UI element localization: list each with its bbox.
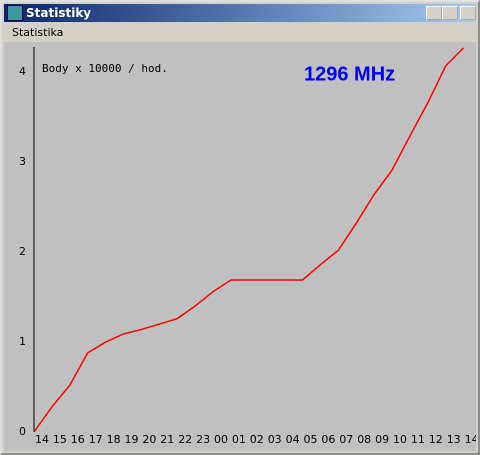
maximize-button[interactable] [442, 6, 458, 20]
y-tick-label: 0 [19, 425, 26, 438]
x-tick-label: 04 [286, 433, 300, 446]
annotation: Body x 10000 / hod. [42, 62, 168, 75]
y-tick-label: 3 [19, 155, 26, 168]
menu-bar: Statistika [4, 23, 476, 41]
x-tick-label: 07 [339, 433, 353, 446]
x-tick-label: 08 [357, 433, 371, 446]
plot-background [4, 42, 476, 451]
y-tick-label: 1 [19, 335, 26, 348]
x-tick-label: 19 [125, 433, 139, 446]
x-tick-label: 20 [142, 433, 156, 446]
x-tick-label: 15 [53, 433, 67, 446]
close-button[interactable] [460, 6, 476, 20]
y-tick-label: 4 [19, 65, 26, 78]
x-tick-label: 06 [321, 433, 335, 446]
x-tick-label: 03 [268, 433, 282, 446]
x-tick-label: 14 [35, 433, 49, 446]
x-tick-label: 05 [304, 433, 318, 446]
line [33, 47, 465, 433]
x-tick-label: 09 [375, 433, 389, 446]
app-icon [7, 5, 23, 21]
minimize-button[interactable] [426, 6, 442, 20]
x-tick-label: 00 [214, 433, 228, 446]
x-tick-label: 10 [393, 433, 407, 446]
x-tick-label: 18 [107, 433, 121, 446]
title-bar: Statistiky [4, 4, 476, 22]
x-tick-label: 14 [465, 433, 476, 446]
x-tick-label: 12 [429, 433, 443, 446]
x-tick-label: 02 [250, 433, 264, 446]
x-tick-label: 16 [71, 433, 85, 446]
x-tick-label: 13 [447, 433, 461, 446]
x-tick-label: 22 [178, 433, 192, 446]
x-tick-label: 01 [232, 433, 246, 446]
window-title: Statistiky [26, 6, 92, 20]
y-tick-label: 2 [19, 245, 26, 258]
menu-item[interactable]: Statistika [12, 26, 64, 39]
x-tick-label: 23 [196, 433, 210, 446]
x-tick-label: 17 [89, 433, 103, 446]
annotation: 1296 MHz [304, 63, 395, 85]
x-tick-label: 11 [411, 433, 425, 446]
x-tick-label: 21 [160, 433, 174, 446]
